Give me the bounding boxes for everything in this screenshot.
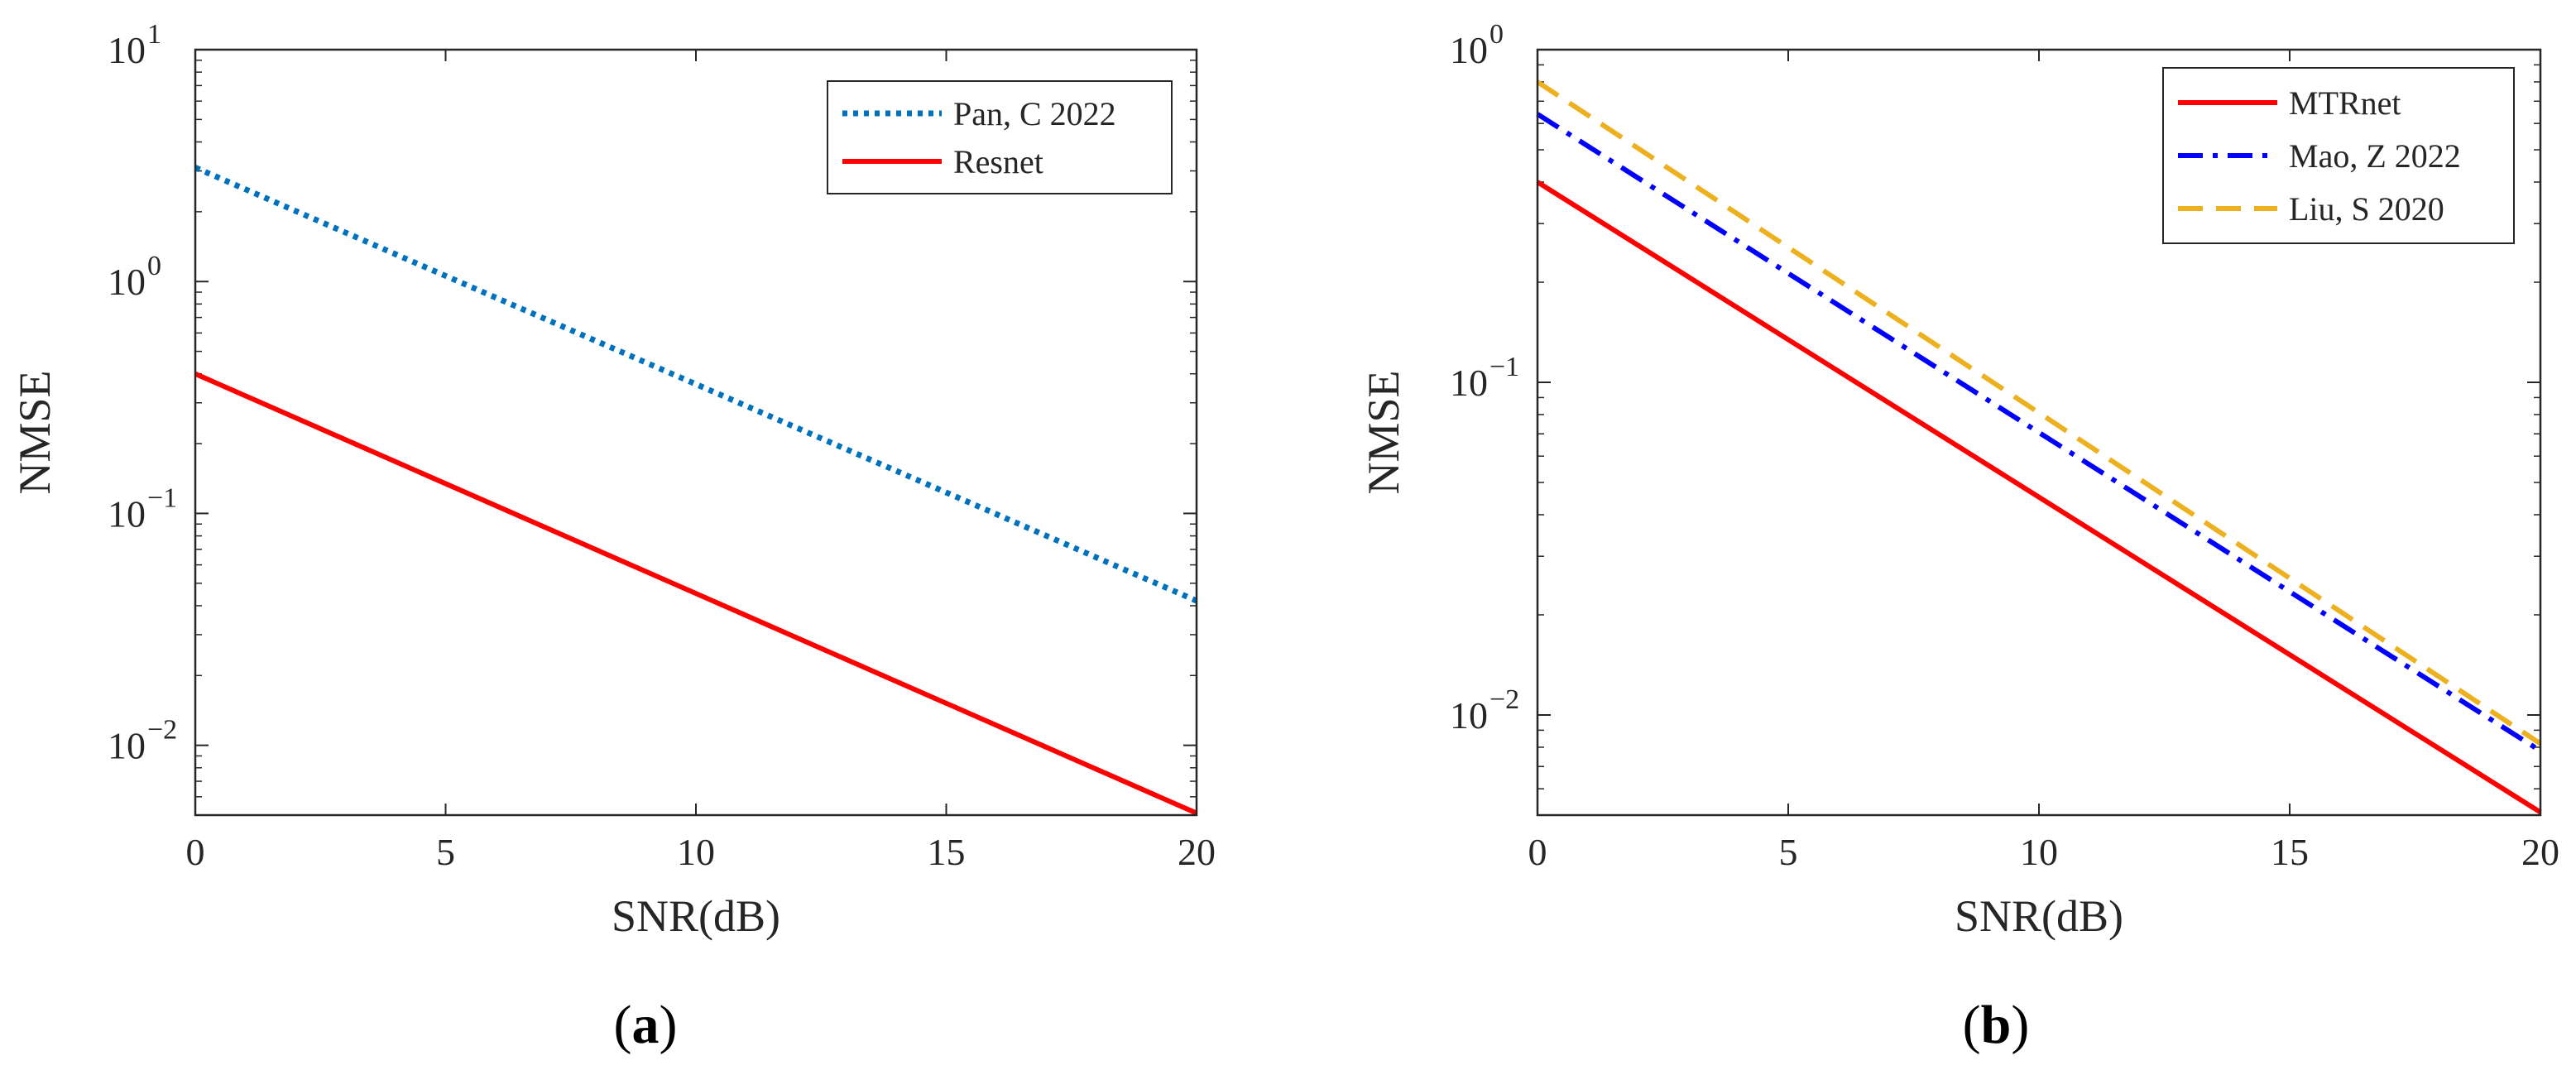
y-axis-label: NMSE bbox=[10, 370, 60, 494]
y-tick-label: 10 bbox=[108, 261, 146, 303]
y-tick-label-exponent: −2 bbox=[147, 715, 177, 746]
x-tick-label: 20 bbox=[2521, 831, 2559, 873]
y-tick-label-exponent: 1 bbox=[147, 19, 161, 50]
series-line-1 bbox=[1536, 180, 2542, 815]
x-axis-label: SNR(dB) bbox=[1955, 891, 2123, 941]
y-tick-label-exponent: −1 bbox=[1489, 352, 1519, 382]
axes-box bbox=[1536, 48, 2542, 817]
x-axis-label: SNR(dB) bbox=[612, 891, 780, 941]
series-line-2 bbox=[194, 371, 1198, 816]
panel-caption: (a) bbox=[614, 995, 678, 1055]
y-tick-label: 10 bbox=[1450, 362, 1488, 404]
legend-entry-label: Resnet bbox=[953, 143, 1043, 180]
y-tick-label: 10 bbox=[1450, 694, 1488, 737]
x-tick-label: 10 bbox=[2020, 831, 2058, 873]
x-tick-label: 10 bbox=[677, 831, 715, 873]
y-tick-label-exponent: 0 bbox=[1489, 19, 1504, 50]
x-tick-label: 0 bbox=[186, 831, 205, 873]
x-tick-label: 5 bbox=[436, 831, 455, 873]
panel-caption: (b) bbox=[1963, 995, 2030, 1055]
y-tick-label: 10 bbox=[108, 725, 146, 767]
series-line-3 bbox=[1536, 79, 2542, 746]
y-tick-label-exponent: −1 bbox=[147, 482, 177, 513]
legend-box bbox=[827, 80, 1173, 194]
legend: MTRnet Mao, Z 2022 Liu, S 2020 bbox=[2162, 67, 2515, 244]
legend-entry-label: Mao, Z 2022 bbox=[2289, 137, 2461, 175]
x-tick-label: 15 bbox=[2271, 831, 2309, 873]
legend-entry-label: Liu, S 2020 bbox=[2289, 190, 2444, 228]
axes-box bbox=[194, 48, 1198, 817]
y-tick-label: 10 bbox=[1450, 29, 1488, 71]
y-tick-label-exponent: 0 bbox=[147, 251, 161, 281]
x-tick-label: 0 bbox=[1528, 831, 1547, 873]
y-tick-label: 10 bbox=[108, 29, 146, 71]
x-tick-label: 20 bbox=[1178, 831, 1216, 873]
x-tick-label: 15 bbox=[928, 831, 966, 873]
y-axis-label: NMSE bbox=[1359, 370, 1408, 494]
legend-entry-label: Pan, C 2022 bbox=[953, 95, 1116, 132]
legend-box bbox=[2162, 67, 2515, 244]
x-tick-label: 5 bbox=[1779, 831, 1798, 873]
y-tick-label-exponent: −2 bbox=[1489, 684, 1519, 715]
legend-entry-label: MTRnet bbox=[2289, 84, 2401, 122]
y-tick-label: 10 bbox=[108, 492, 146, 535]
legend: Pan, C 2022 Resnet bbox=[827, 80, 1173, 194]
